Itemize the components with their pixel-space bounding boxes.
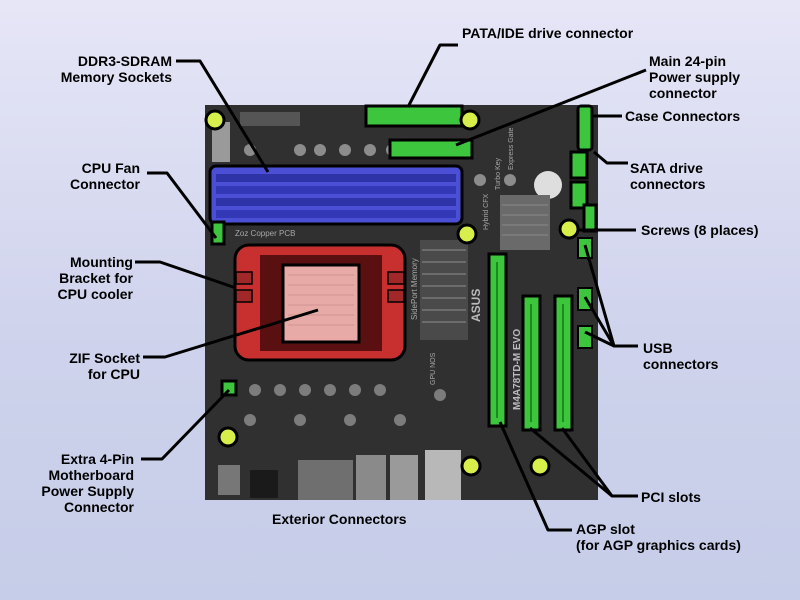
northbridge-heatsink — [500, 195, 550, 250]
screw-6 — [460, 455, 482, 477]
sata-connectors — [569, 150, 598, 233]
board-copper: Zoz Copper PCB — [235, 229, 295, 238]
screw-2 — [459, 109, 481, 131]
leader-cpu-fan — [147, 171, 218, 239]
leader-usb-2 — [583, 296, 616, 347]
leader-pata — [406, 43, 458, 108]
southbridge-fins — [422, 249, 466, 323]
usb-connectors — [577, 237, 593, 349]
label-usb: USB connectors — [643, 340, 719, 372]
label-extra-power: Extra 4-Pin Motherboard Power Supply Con… — [41, 451, 134, 515]
screw-5 — [217, 426, 239, 448]
leader-agp — [498, 421, 572, 532]
screw-4 — [558, 218, 580, 240]
board-hybrid: Hybrid CFX — [483, 193, 490, 230]
pata-ide-connector — [364, 104, 464, 128]
heatsink-fins — [502, 204, 548, 236]
battery — [534, 171, 562, 199]
leader-main-power — [455, 68, 647, 147]
southbridge-heatsink — [420, 240, 468, 340]
label-cpu-fan: CPU Fan Connector — [70, 160, 140, 192]
board-turbo: Turbo Key — [495, 157, 502, 190]
label-case-connectors: Case Connectors — [625, 108, 741, 124]
case-connectors — [576, 104, 594, 152]
zif-socket — [281, 263, 361, 344]
top-chip — [212, 122, 230, 162]
top-header — [240, 112, 300, 126]
board-gpu: GPU NOS — [430, 352, 437, 385]
label-exterior: Exterior Connectors — [272, 511, 407, 527]
label-pci: PCI slots — [641, 489, 701, 505]
label-pata: PATA/IDE drive connector — [462, 25, 634, 41]
leader-mounting — [135, 260, 237, 290]
leader-lines — [135, 43, 647, 532]
board-model: M4A78TD-M EVO — [512, 329, 523, 410]
leader-sata — [593, 150, 628, 165]
label-sata: SATA drive connectors — [630, 160, 706, 192]
label-zif: ZIF Socket for CPU — [69, 350, 140, 382]
label-agp: AGP slot (for AGP graphics cards) — [576, 521, 741, 553]
label-main-power: Main 24-pin Power supply connector — [649, 53, 741, 101]
main-24-pin-connector — [388, 138, 474, 160]
screw-3 — [456, 223, 478, 245]
leader-zif — [143, 308, 319, 359]
label-ddr3: DDR3-SDRAM Memory Sockets — [60, 53, 172, 85]
board-brand: ASUS — [469, 289, 483, 322]
board-sideport: SidePort Memory — [410, 258, 419, 320]
vrm-capacitors — [244, 384, 446, 426]
leader-ddr3 — [176, 59, 270, 173]
leader-usb-3 — [584, 330, 615, 348]
screw-1 — [204, 109, 226, 131]
board-express: Express Gate — [508, 127, 515, 170]
label-mounting: Mounting Bracket for CPU cooler — [57, 254, 133, 302]
exterior-ports — [218, 450, 461, 500]
zif-socket-texture — [288, 274, 354, 326]
leader-pci-2 — [560, 427, 614, 497]
label-screws: Screws (8 places) — [641, 222, 759, 238]
screw-7 — [529, 455, 551, 477]
ddr3-memory-sockets — [208, 164, 464, 226]
leader-extra-power — [141, 388, 231, 461]
